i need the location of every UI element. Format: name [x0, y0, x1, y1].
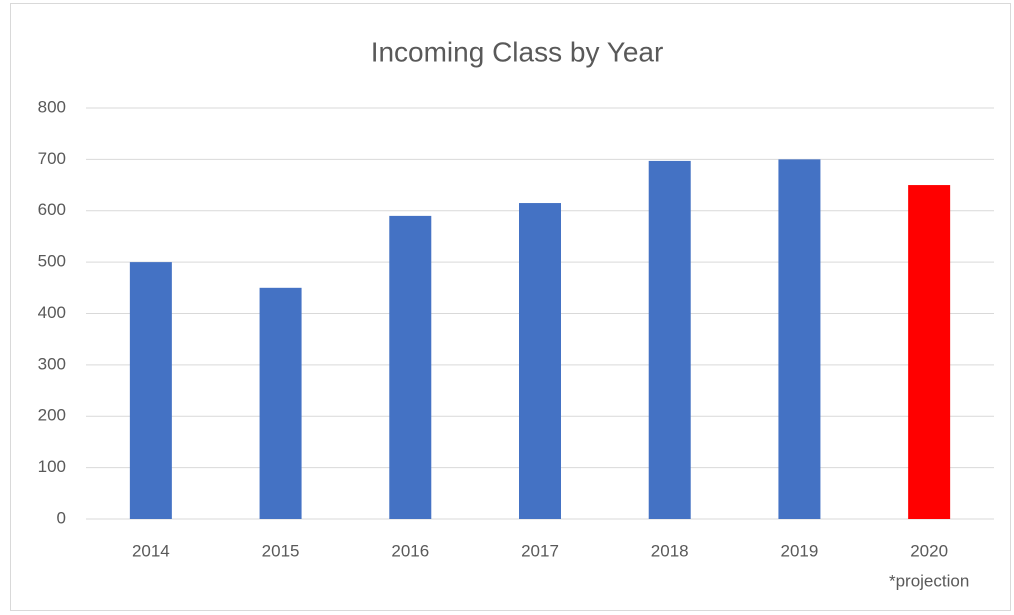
y-tick-label: 800: [38, 97, 66, 116]
chart-frame: [10, 3, 1011, 611]
y-tick-label: 200: [38, 406, 66, 425]
x-tick-label: 2019: [781, 541, 819, 560]
y-tick-label: 700: [38, 149, 66, 168]
y-tick-label: 600: [38, 200, 66, 219]
x-tick-label: 2015: [262, 541, 300, 560]
y-tick-label: 500: [38, 252, 66, 271]
bar: [519, 203, 561, 519]
chart-title: Incoming Class by Year: [371, 36, 664, 67]
y-tick-label: 0: [57, 508, 66, 527]
y-tick-label: 100: [38, 457, 66, 476]
x-tick-label: 2014: [132, 541, 170, 560]
annotation: *projection: [889, 571, 969, 590]
y-tick-label: 300: [38, 354, 66, 373]
bar: [259, 287, 302, 519]
bar: [908, 185, 951, 519]
bar: [648, 160, 691, 519]
x-tick-label: 2020: [910, 541, 948, 560]
x-tick-label: 2017: [521, 541, 559, 560]
bar: [778, 159, 821, 519]
bar: [389, 215, 432, 519]
y-tick-label: 400: [38, 303, 66, 322]
x-tick-label: 2018: [651, 541, 689, 560]
bar: [129, 262, 172, 519]
x-tick-label: 2016: [391, 541, 429, 560]
